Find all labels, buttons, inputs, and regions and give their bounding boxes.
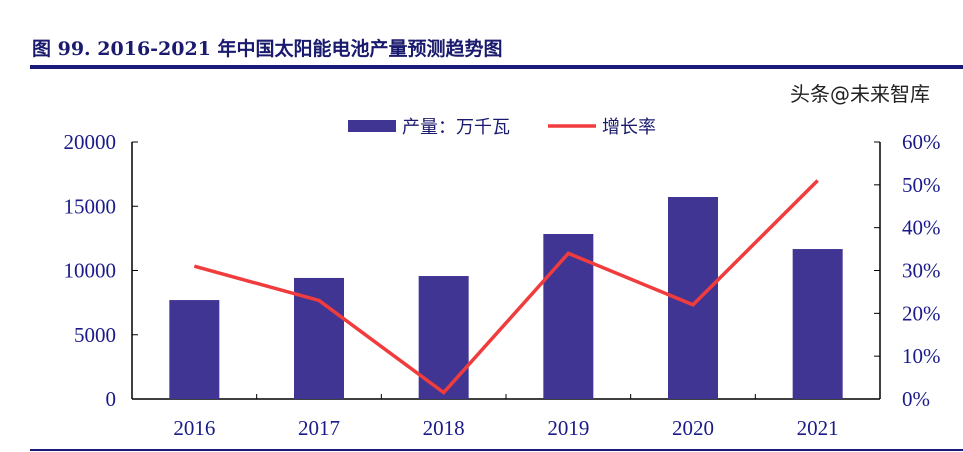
x-tick-label: 2019 xyxy=(547,416,589,440)
right-tick-label: 30% xyxy=(902,259,941,283)
x-tick-label: 2016 xyxy=(173,416,215,440)
x-tick-label: 2020 xyxy=(672,416,714,440)
right-tick-label: 10% xyxy=(902,344,941,368)
legend-bar-label: 产量：万千瓦 xyxy=(402,117,510,138)
right-tick-label: 20% xyxy=(902,301,941,325)
x-tick-label: 2021 xyxy=(797,416,839,440)
right-tick-label: 60% xyxy=(902,130,941,154)
watermark: 头条@未来智库 xyxy=(790,82,930,106)
left-tick-label: 20000 xyxy=(64,130,117,154)
bar-2016 xyxy=(169,300,220,399)
left-tick-label: 15000 xyxy=(64,194,117,218)
left-tick-label: 10000 xyxy=(64,259,117,283)
legend-bar-swatch xyxy=(348,120,396,132)
right-tick-label: 0% xyxy=(902,387,930,411)
bar-2017 xyxy=(294,277,344,399)
figure-title: 图 99. 2016-2021 年中国太阳能电池产量预测趋势图 xyxy=(32,38,503,60)
x-tick-label: 2018 xyxy=(423,416,465,440)
right-tick-label: 50% xyxy=(902,173,941,197)
left-tick-label: 5000 xyxy=(74,323,116,347)
legend-line-label: 增长率 xyxy=(602,117,656,138)
bottom-rule xyxy=(30,449,963,451)
bar-2021 xyxy=(792,249,843,399)
growth-rate-line xyxy=(193,179,819,395)
title-rule xyxy=(30,65,963,69)
left-tick-label: 0 xyxy=(106,387,117,411)
x-tick-label: 2017 xyxy=(298,416,340,440)
right-tick-label: 40% xyxy=(902,216,941,240)
